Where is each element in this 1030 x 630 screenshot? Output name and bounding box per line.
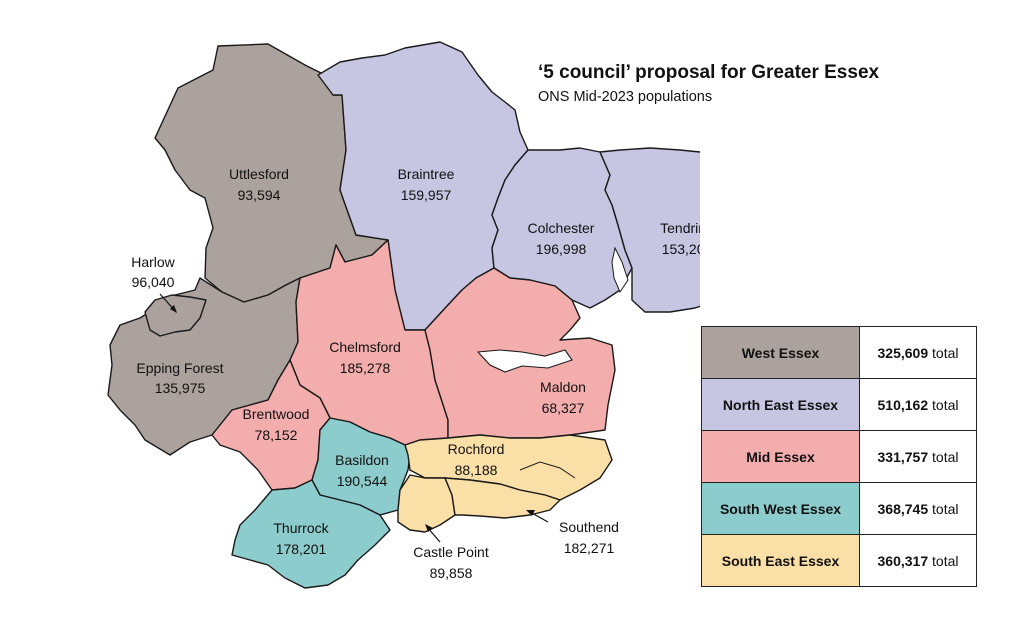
river-colne-estuary — [611, 246, 629, 294]
label-basildon-pop: 190,544 — [337, 473, 388, 489]
label-castle-point-pop: 89,858 — [430, 565, 473, 581]
legend-total-west: 325,609 total — [859, 326, 977, 379]
legend-suffix: total — [932, 344, 959, 361]
label-uttlesford-name: Uttlesford — [229, 166, 289, 182]
legend-value: 360,317 — [877, 552, 929, 569]
label-thurrock-pop: 178,201 — [276, 541, 327, 557]
legend-total-south-east: 360,317 total — [859, 534, 977, 587]
label-basildon-name: Basildon — [335, 452, 389, 468]
label-epping-name: Epping Forest — [136, 360, 223, 376]
label-rochford-name: Rochford — [448, 441, 505, 457]
river-crouch-estuary — [519, 461, 576, 479]
label-colchester-name: Colchester — [528, 220, 595, 236]
label-chelmsford-pop: 185,278 — [340, 360, 391, 376]
label-epping-pop: 135,975 — [155, 380, 206, 396]
legend-suffix: total — [932, 552, 959, 569]
legend-name-north-east: North East Essex — [701, 378, 860, 431]
label-rochford-pop: 88,188 — [455, 462, 498, 478]
legend-row: South East Essex 360,317 total — [701, 534, 977, 587]
legend-name-south-east: South East Essex — [701, 534, 860, 587]
legend-total-mid: 331,757 total — [859, 430, 977, 483]
river-blackwater-estuary — [476, 349, 573, 373]
legend-value: 331,757 — [877, 448, 929, 465]
label-castle-point-name: Castle Point — [413, 544, 489, 560]
legend-row: West Essex 325,609 total — [701, 326, 977, 379]
label-maldon-pop: 68,327 — [542, 400, 585, 416]
label-brentwood-name: Brentwood — [243, 406, 310, 422]
label-maldon-name: Maldon — [540, 379, 586, 395]
legend-name-mid: Mid Essex — [701, 430, 860, 483]
legend-total-south-west: 368,745 total — [859, 482, 977, 535]
label-southend-pop: 182,271 — [564, 540, 615, 556]
label-southend-name: Southend — [559, 519, 619, 535]
harlow-arrowhead — [170, 305, 177, 313]
legend-name-south-west: South West Essex — [701, 482, 860, 535]
label-tendring-name: Tendring — [660, 220, 700, 236]
legend-row: North East Essex 510,162 total — [701, 378, 977, 431]
southend-arrowhead — [526, 510, 535, 516]
legend-name-west: West Essex — [701, 326, 860, 379]
label-braintree-name: Braintree — [398, 166, 455, 182]
label-colchester-pop: 196,998 — [536, 241, 587, 257]
legend-suffix: total — [932, 500, 959, 517]
label-thurrock-name: Thurrock — [273, 520, 329, 536]
label-brentwood-pop: 78,152 — [255, 427, 298, 443]
district-southend[interactable] — [444, 477, 561, 519]
district-harlow[interactable] — [144, 294, 207, 337]
label-chelmsford-name: Chelmsford — [329, 339, 401, 355]
legend-value: 368,745 — [877, 500, 929, 517]
district-tendring[interactable] — [599, 147, 700, 313]
legend-value: 325,609 — [877, 344, 929, 361]
legend-row: South West Essex 368,745 total — [701, 482, 977, 535]
label-uttlesford-pop: 93,594 — [238, 187, 281, 203]
legend-suffix: total — [932, 396, 959, 413]
legend-suffix: total — [932, 448, 959, 465]
district-castle-point[interactable] — [397, 474, 456, 533]
map-subtitle: ONS Mid-2023 populations — [538, 89, 713, 105]
map-title: ‘5 council’ proposal for Greater Essex — [538, 62, 880, 83]
legend-row: Mid Essex 331,757 total — [701, 430, 977, 483]
label-harlow-pop: 96,040 — [132, 274, 175, 290]
castle-point-arrowhead — [425, 524, 433, 532]
district-thurrock[interactable] — [231, 479, 391, 589]
label-tendring-pop: 153,207 — [662, 241, 700, 257]
legend-total-north-east: 510,162 total — [859, 378, 977, 431]
label-braintree-pop: 159,957 — [401, 187, 452, 203]
legend-value: 510,162 — [877, 396, 929, 413]
label-harlow-name: Harlow — [131, 254, 175, 270]
essex-map: Uttlesford 93,594 Harlow 96,040 Epping F… — [107, 41, 700, 589]
legend-table: West Essex 325,609 total North East Esse… — [701, 326, 977, 587]
